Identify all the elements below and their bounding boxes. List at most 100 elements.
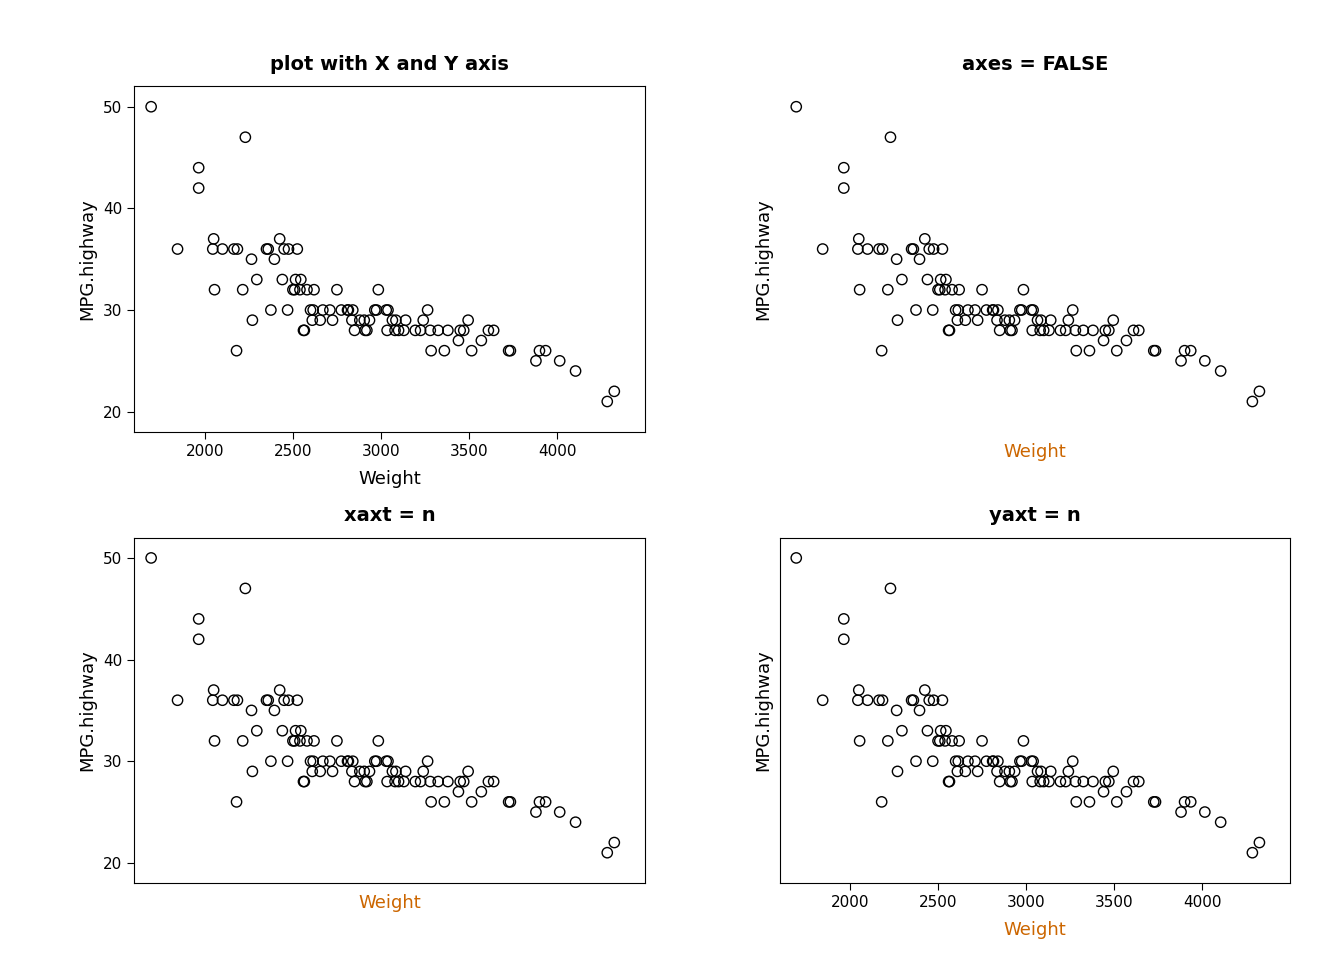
Point <box>477 774 499 789</box>
Point <box>1034 323 1055 338</box>
Point <box>227 241 249 256</box>
Point <box>872 241 894 256</box>
Point <box>290 723 312 738</box>
Point <box>848 683 870 698</box>
Point <box>331 754 352 769</box>
Point <box>1012 733 1034 749</box>
Point <box>914 231 935 247</box>
Point <box>1249 384 1270 399</box>
Point <box>1180 343 1202 358</box>
Point <box>528 794 550 809</box>
Point <box>290 272 312 287</box>
Point <box>1058 764 1079 780</box>
Point <box>341 302 363 318</box>
Point <box>461 343 482 358</box>
Point <box>785 99 806 114</box>
Point <box>1102 313 1124 328</box>
Point <box>1031 764 1052 780</box>
Title: yaxt = n: yaxt = n <box>989 506 1081 525</box>
Point <box>857 692 879 708</box>
Point <box>982 754 1004 769</box>
Point <box>1034 774 1055 789</box>
Point <box>419 323 441 338</box>
Point <box>927 282 949 298</box>
Point <box>367 733 388 749</box>
Point <box>900 241 922 256</box>
Point <box>917 723 938 738</box>
Point <box>202 692 223 708</box>
Point <box>1082 323 1103 338</box>
Point <box>188 160 210 176</box>
Point <box>923 241 945 256</box>
Point <box>344 323 366 338</box>
Point <box>497 343 519 358</box>
Point <box>367 282 388 298</box>
Point <box>1066 343 1087 358</box>
Point <box>304 733 325 749</box>
Point <box>918 692 939 708</box>
Point <box>934 733 956 749</box>
Point <box>289 282 310 298</box>
Point <box>337 302 359 318</box>
Point <box>938 323 960 338</box>
Point <box>1030 323 1051 338</box>
Point <box>321 313 343 328</box>
Point <box>995 764 1016 780</box>
Point <box>449 774 470 789</box>
Point <box>482 323 504 338</box>
Point <box>384 774 406 789</box>
Point <box>457 313 478 328</box>
Point <box>286 241 308 256</box>
Point <box>364 754 386 769</box>
Point <box>1122 774 1144 789</box>
Point <box>301 764 323 780</box>
Point <box>1073 774 1094 789</box>
Point <box>922 302 943 318</box>
Title: axes = FALSE: axes = FALSE <box>962 55 1107 74</box>
Point <box>880 130 902 145</box>
Point <box>935 723 957 738</box>
Point <box>887 313 909 328</box>
Point <box>986 313 1008 328</box>
Point <box>437 323 458 338</box>
Title: xaxt = n: xaxt = n <box>344 506 435 525</box>
Point <box>204 733 226 749</box>
Point <box>203 683 224 698</box>
Point <box>1021 774 1043 789</box>
Point <box>929 733 950 749</box>
Point <box>1210 814 1231 829</box>
Point <box>470 333 492 348</box>
Point <box>337 302 359 318</box>
Point <box>849 733 871 749</box>
Point <box>226 794 247 809</box>
Point <box>1000 774 1021 789</box>
Point <box>1073 323 1094 338</box>
Point <box>255 692 277 708</box>
Y-axis label: MPG.highway: MPG.highway <box>754 199 773 320</box>
Point <box>269 683 290 698</box>
Point <box>1128 774 1149 789</box>
Point <box>906 754 927 769</box>
Point <box>954 764 976 780</box>
Point <box>1102 764 1124 780</box>
Point <box>269 231 290 247</box>
Point <box>964 302 985 318</box>
Point <box>255 241 277 256</box>
Point <box>948 754 969 769</box>
Point <box>833 180 855 196</box>
Point <box>413 313 434 328</box>
Point <box>931 692 953 708</box>
Point <box>785 550 806 565</box>
Point <box>1064 774 1086 789</box>
Point <box>337 754 359 769</box>
Point <box>278 241 300 256</box>
Point <box>434 794 456 809</box>
Point <box>382 764 403 780</box>
Point <box>366 302 387 318</box>
Point <box>564 814 586 829</box>
X-axis label: Weight: Weight <box>359 895 421 912</box>
Point <box>964 754 985 769</box>
Point <box>312 302 333 318</box>
Point <box>1094 774 1116 789</box>
Point <box>353 313 375 328</box>
